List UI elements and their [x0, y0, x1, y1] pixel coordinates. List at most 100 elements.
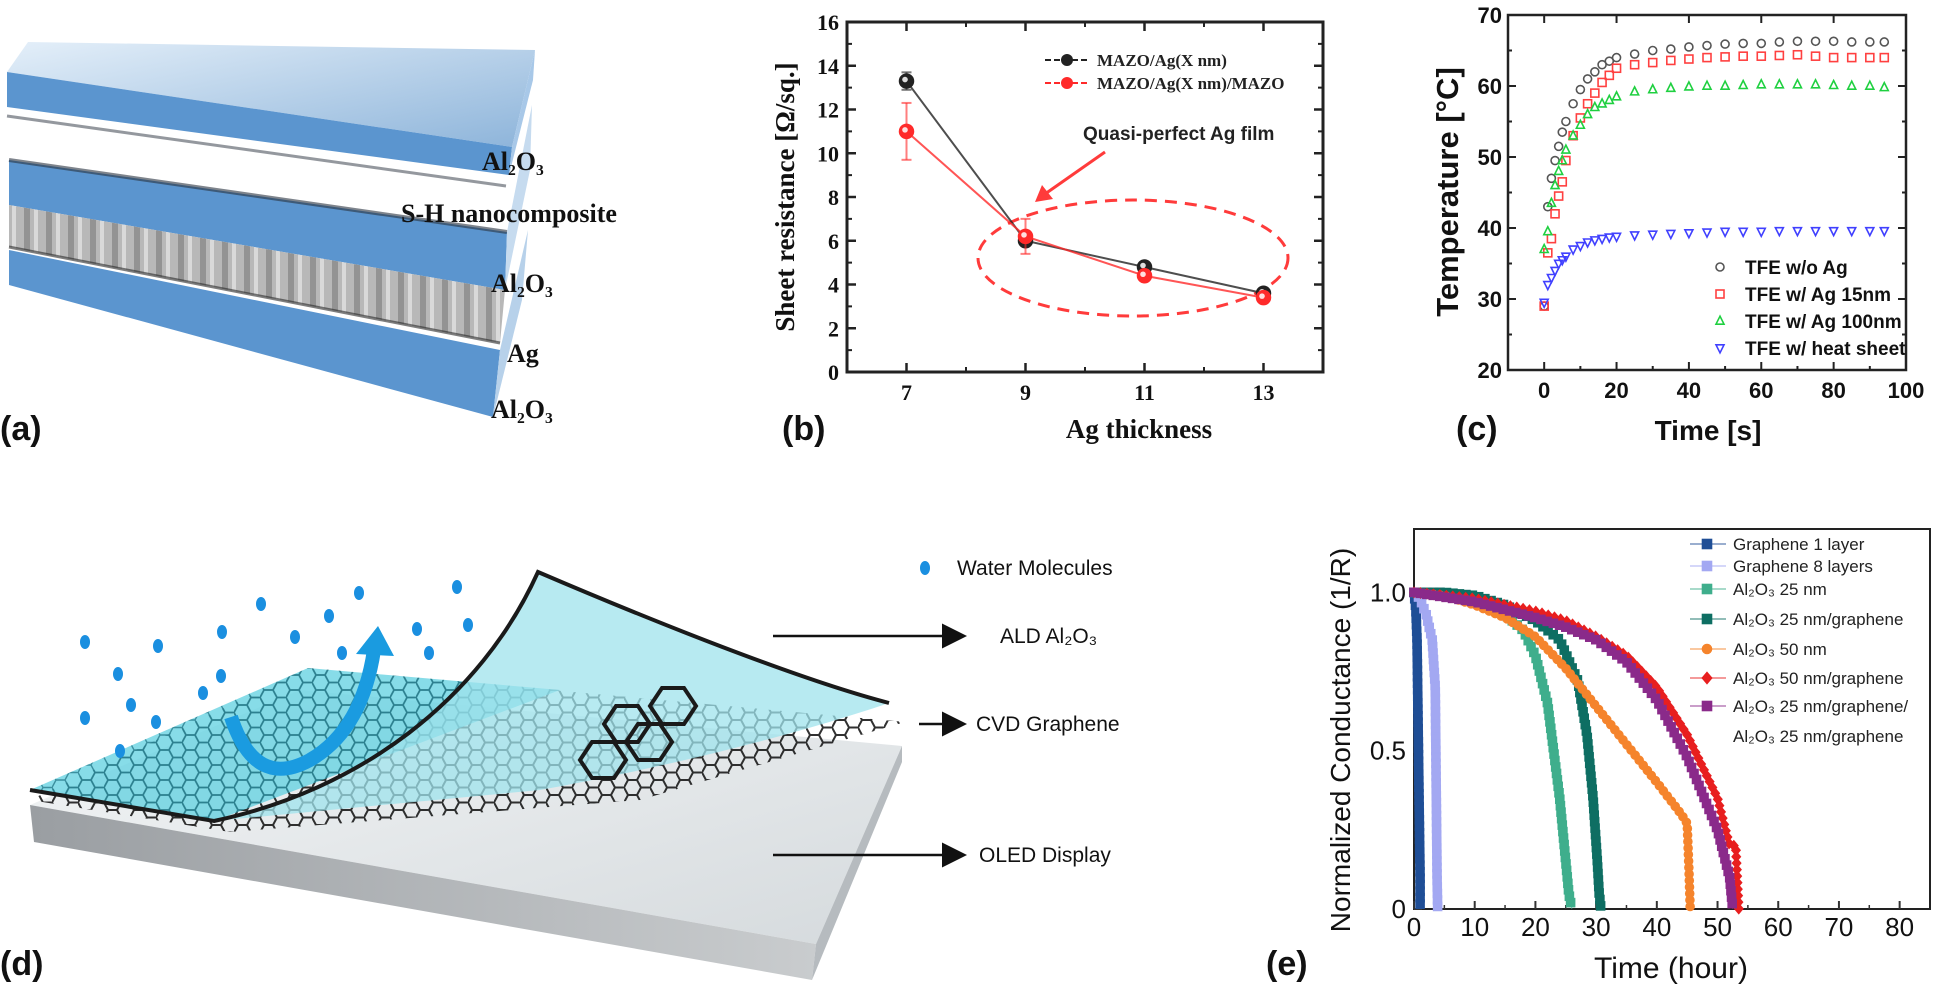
- ald-al2o3-label: ALD Al₂O₃: [1000, 625, 1097, 648]
- x-tick-label: 40: [1642, 912, 1671, 942]
- series-mazo-ag: [898, 71, 1272, 301]
- series-graphene-1-layer: [1409, 587, 1425, 909]
- legend-marker: [1061, 77, 1073, 89]
- water-molecules: [80, 580, 473, 758]
- data-point: [1701, 79, 1713, 90]
- data-point: [1666, 55, 1676, 66]
- legend-label: Graphene 1 layer: [1733, 535, 1865, 554]
- data-point: [1567, 245, 1579, 256]
- x-tick-label: 11: [1134, 380, 1155, 405]
- sheet-resistance-axes: 7 9 11 13 0 2 4 6 8 10 12 14 16: [817, 10, 1323, 405]
- legend-label: Al₂O₃ 25 nm/graphene/: [1733, 697, 1908, 716]
- data-point: [1864, 226, 1876, 238]
- data-point: [1864, 79, 1876, 90]
- data-point: [1683, 228, 1695, 240]
- data-point: [1604, 93, 1615, 105]
- y-tick-label: 6: [828, 229, 839, 254]
- x-tick-label: 60: [1749, 378, 1773, 403]
- legend-marker: [1701, 613, 1713, 625]
- data-point-highlight: [1021, 232, 1027, 238]
- data-point: [1737, 78, 1749, 90]
- x-tick-label: 80: [1885, 912, 1914, 942]
- legend-label: Graphene 8 layers: [1733, 557, 1873, 576]
- legend-label: TFE w/ Ag 100nm: [1745, 312, 1902, 333]
- x-tick-label: 80: [1821, 378, 1845, 403]
- legend-marker: [1701, 700, 1713, 712]
- legend-marker: [1715, 262, 1725, 272]
- layer-label-ag: Ag: [507, 339, 539, 368]
- legend-marker: [1714, 343, 1726, 355]
- y-tick-label: 10: [817, 141, 839, 166]
- data-point: [1810, 36, 1821, 47]
- data-point: [1582, 238, 1593, 249]
- x-tick-label: 70: [1824, 912, 1853, 942]
- data-point: [1665, 229, 1677, 241]
- data-point: [1756, 38, 1767, 49]
- data-point-highlight: [902, 127, 908, 133]
- panel-label-e: (e): [1266, 945, 1308, 983]
- water-legend-dot: [920, 561, 930, 575]
- legend-label: Al₂O₃ 25 nm: [1733, 580, 1827, 599]
- x-tick-label: 20: [1604, 378, 1628, 403]
- series-line: [905, 80, 1264, 295]
- data-point: [1546, 273, 1557, 285]
- data-point: [1878, 80, 1890, 92]
- legend-marker: [1701, 538, 1713, 550]
- data-point: [1582, 107, 1593, 119]
- data-point: [1553, 191, 1564, 201]
- data-point: [1738, 38, 1748, 49]
- data-point: [1596, 234, 1608, 246]
- series-al2o3-50nm: [1409, 587, 1695, 912]
- legend-label: Al₂O₃ 25 nm/graphene: [1733, 610, 1903, 629]
- legend-label: TFE w/ Ag 15nm: [1745, 285, 1891, 306]
- data-point: [1557, 127, 1568, 137]
- data-point: [1546, 196, 1557, 208]
- barrier-edge: [29, 569, 890, 824]
- legend-marker: [1714, 314, 1726, 326]
- data-point: [1575, 241, 1586, 253]
- y-tick-label: 70: [1478, 3, 1502, 28]
- y-axis-label: Temperature [°C]: [1430, 67, 1465, 317]
- cvd-graphene-label: CVD Graphene: [976, 713, 1120, 736]
- data-point: [1865, 37, 1875, 47]
- panel-label-d: (d): [0, 945, 43, 983]
- series-line: [1414, 591, 1602, 910]
- data-point: [1828, 36, 1839, 47]
- y-axis-label: Normalized Conductance (1/R): [1325, 548, 1356, 932]
- data-point: [1727, 898, 1737, 909]
- middle-al2o3-side: [505, 105, 532, 290]
- data-point: [1774, 50, 1785, 61]
- data-point: [1702, 40, 1712, 51]
- data-point: [1720, 39, 1730, 49]
- top-al2o3-layer: [7, 72, 512, 175]
- data-point: [1575, 84, 1586, 95]
- data-point: [1792, 49, 1803, 60]
- data-point: [1611, 63, 1622, 74]
- data-point: [1684, 54, 1694, 64]
- data-point: [1846, 226, 1858, 238]
- y-tick-label: 14: [817, 54, 839, 79]
- data-point: [1684, 42, 1694, 52]
- x-tick-label: 30: [1582, 912, 1611, 942]
- barrier-flat-hex: [30, 668, 560, 821]
- nanocomposite-layer: [9, 160, 507, 290]
- data-point: [1719, 79, 1731, 90]
- data-point: [1792, 36, 1803, 47]
- water-escape-arrowhead: [356, 626, 394, 656]
- data-point: [1597, 59, 1607, 70]
- data-point: [1604, 70, 1615, 81]
- series-tfe-heat-sheet: [1538, 226, 1890, 310]
- top-al2o3-layer-top: [7, 42, 535, 147]
- data-point: [1560, 252, 1572, 263]
- data-point: [1828, 78, 1839, 90]
- x-tick-label: 20: [1521, 912, 1550, 942]
- data-point: [1549, 266, 1561, 278]
- data-point: [1647, 45, 1658, 56]
- data-point: [1774, 226, 1785, 238]
- data-point: [1810, 51, 1821, 61]
- series-tfe-without-ag: [1539, 36, 1890, 311]
- y-tick-label: 1.0: [1370, 577, 1406, 607]
- legend-label: MAZO/Ag(X nm)/MAZO: [1097, 74, 1284, 93]
